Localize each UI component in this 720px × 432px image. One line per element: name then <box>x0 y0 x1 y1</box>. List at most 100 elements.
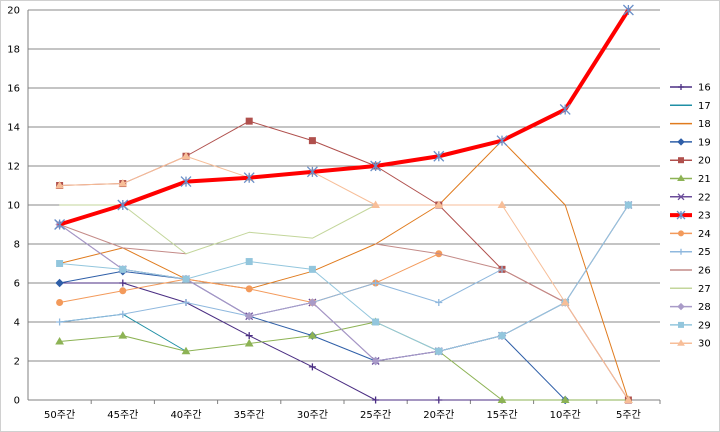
data-point <box>181 346 191 355</box>
data-point <box>435 299 443 306</box>
data-point <box>56 299 64 306</box>
data-point <box>55 181 64 189</box>
data-point <box>180 176 192 188</box>
data-point <box>372 318 380 326</box>
data-point <box>435 396 443 404</box>
y-tick-label: 6 <box>14 279 20 290</box>
legend-label: 29 <box>698 320 711 331</box>
data-point <box>678 321 684 328</box>
legend-item-25: 25 <box>670 247 711 258</box>
series-group <box>54 4 634 405</box>
data-point <box>677 339 685 346</box>
data-point <box>372 279 380 287</box>
x-tick-label: 5주간 <box>616 409 641 421</box>
data-point <box>371 200 380 208</box>
data-point <box>119 287 127 295</box>
data-point <box>624 395 633 403</box>
legend-item-17: 17 <box>670 101 711 112</box>
series-30 <box>55 151 633 403</box>
series-line <box>59 321 629 401</box>
data-point <box>55 337 64 345</box>
data-point <box>677 174 685 181</box>
data-point <box>55 278 64 288</box>
data-point <box>308 265 316 273</box>
data-point <box>308 331 317 339</box>
x-tick-label: 15주간 <box>486 409 517 421</box>
data-point <box>498 332 506 340</box>
legend-item-22: 22 <box>670 192 711 203</box>
data-point <box>370 160 382 172</box>
data-point <box>182 275 190 283</box>
x-tick-label: 50주간 <box>44 409 75 421</box>
data-point <box>54 219 66 230</box>
data-point <box>245 117 253 125</box>
data-point <box>560 298 570 306</box>
y-tick-label: 18 <box>7 45 20 56</box>
data-point <box>496 135 508 147</box>
data-point <box>181 151 191 160</box>
series-line <box>59 224 187 255</box>
data-point <box>306 166 318 178</box>
data-point <box>119 265 127 273</box>
data-point <box>433 150 445 162</box>
data-point <box>677 302 685 311</box>
data-point <box>677 138 685 146</box>
y-axis-ticks: 0 2 4 6 8 10 12 14 16 18 20 <box>7 6 20 407</box>
legend-item-21: 21 <box>670 174 711 185</box>
series-29 <box>56 201 632 355</box>
x-tick-label: 30주간 <box>297 409 328 421</box>
data-point <box>676 210 686 220</box>
legend-label: 20 <box>698 156 711 167</box>
legend-item-29: 29 <box>670 320 711 331</box>
series-line <box>59 204 377 255</box>
data-point <box>371 356 380 366</box>
y-tick-label: 0 <box>14 396 20 407</box>
legend-label: 30 <box>698 339 711 350</box>
y-tick-label: 20 <box>7 6 20 17</box>
data-point <box>245 258 253 266</box>
data-point <box>497 395 507 403</box>
x-tick-label: 45주간 <box>107 409 138 421</box>
data-point <box>182 299 190 306</box>
data-point <box>244 311 254 321</box>
legend-label: 23 <box>698 211 711 222</box>
legend-label: 19 <box>698 137 711 148</box>
data-point <box>678 248 684 255</box>
data-point <box>434 200 444 208</box>
gridlines <box>27 9 660 401</box>
legend-label: 24 <box>698 229 711 240</box>
data-point <box>119 310 127 318</box>
legend-label: 27 <box>698 284 711 295</box>
series-18 <box>59 140 629 401</box>
data-point <box>678 230 684 237</box>
y-tick-label: 4 <box>14 318 20 329</box>
data-point <box>624 201 632 209</box>
legend-item-23: 23 <box>670 211 711 222</box>
data-point <box>118 179 128 187</box>
legend-label: 28 <box>698 302 711 313</box>
legend-label: 17 <box>698 101 711 112</box>
data-point <box>245 285 253 293</box>
x-tick-label: 35주간 <box>234 409 265 421</box>
legend-label: 21 <box>698 174 711 185</box>
series-line <box>59 140 629 401</box>
y-tick-label: 16 <box>7 84 20 95</box>
y-tick-label: 12 <box>7 162 20 173</box>
data-point <box>308 363 316 371</box>
legend-item-24: 24 <box>670 229 711 240</box>
y-tick-label: 10 <box>7 201 20 212</box>
legend-label: 22 <box>698 192 711 203</box>
data-point <box>56 260 64 267</box>
data-point <box>56 318 64 326</box>
series-line <box>59 204 629 352</box>
data-point <box>243 172 255 184</box>
series-27 <box>59 204 377 255</box>
data-point <box>245 332 253 340</box>
legend-item-16: 16 <box>670 83 711 94</box>
x-axis-ticks: 50주간 45주간 40주간 35주간 30주간 25주간 20주간 15주간 10주간 5주간 <box>44 400 661 421</box>
data-point <box>622 4 634 16</box>
legend-item-19: 19 <box>670 137 711 148</box>
legend-label: 26 <box>698 266 711 277</box>
